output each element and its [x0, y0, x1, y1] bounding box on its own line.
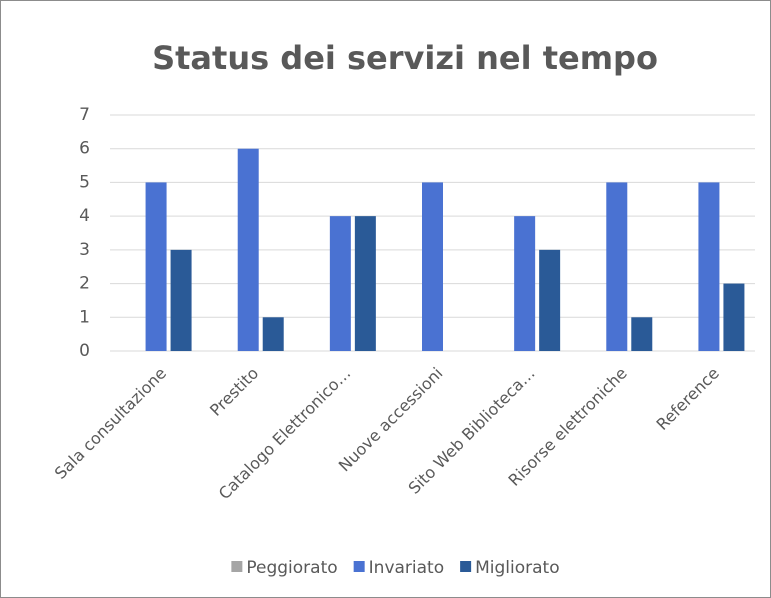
- bar: [354, 216, 376, 351]
- bar: [723, 283, 745, 351]
- y-tick-label: 3: [79, 240, 90, 260]
- bar: [262, 317, 284, 351]
- legend-label: Invariato: [369, 558, 444, 578]
- bar: [237, 148, 259, 351]
- legend: Peggiorato Invariato Migliorato: [231, 558, 560, 578]
- bar: [329, 216, 351, 351]
- y-tick-label: 0: [79, 341, 90, 361]
- bar: [539, 249, 561, 351]
- bar: [422, 182, 443, 351]
- y-tick-label: 2: [79, 274, 90, 294]
- y-tick-label: 4: [79, 206, 90, 226]
- bar: [145, 182, 167, 351]
- bar: [631, 317, 653, 351]
- legend-label: Migliorato: [475, 558, 560, 578]
- bar: [514, 216, 536, 351]
- legend-swatch: [460, 561, 472, 572]
- y-tick-label: 5: [79, 172, 90, 192]
- chart-title: Status dei servizi nel tempo: [152, 39, 658, 77]
- legend-swatch: [231, 561, 243, 572]
- y-tick-label: 7: [79, 105, 90, 125]
- legend-label: Peggiorato: [246, 558, 337, 578]
- bar: [170, 249, 192, 351]
- y-tick-label: 1: [79, 307, 90, 327]
- bar: [606, 182, 628, 351]
- bar: [698, 182, 720, 351]
- legend-swatch: [353, 561, 365, 572]
- y-tick-label: 6: [79, 139, 90, 159]
